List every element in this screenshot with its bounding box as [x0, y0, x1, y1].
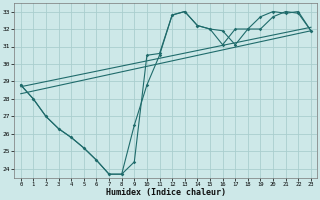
X-axis label: Humidex (Indice chaleur): Humidex (Indice chaleur) — [106, 188, 226, 197]
